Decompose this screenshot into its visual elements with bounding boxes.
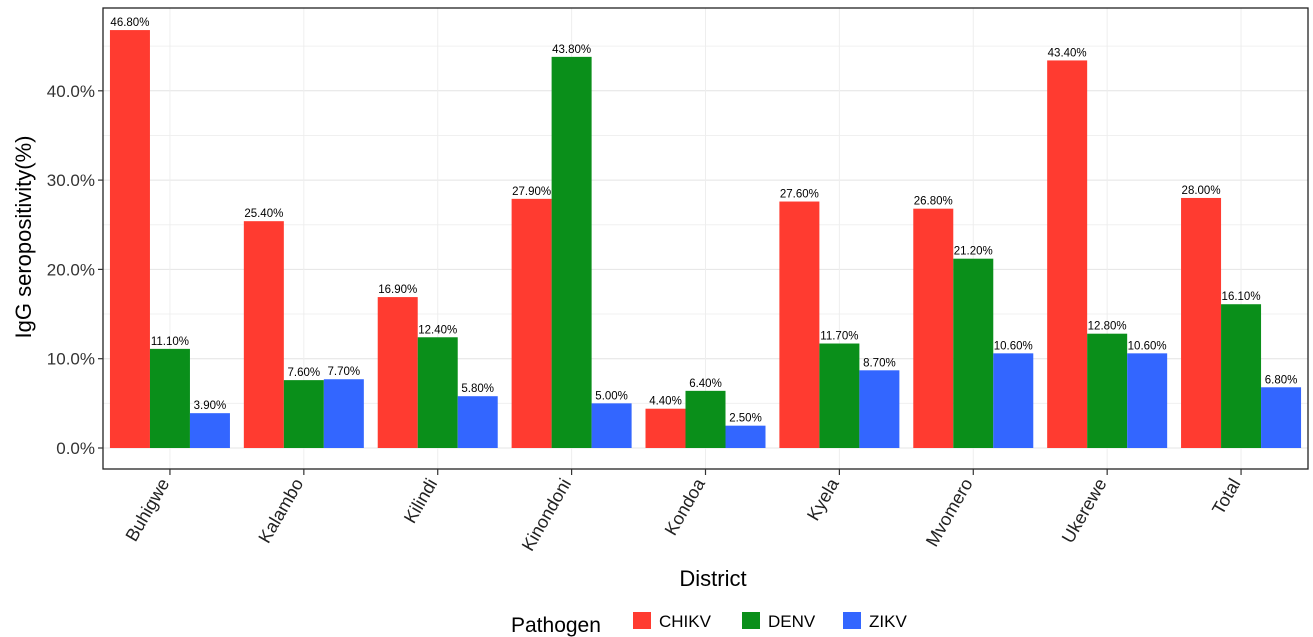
data-label: 27.90%: [512, 186, 551, 198]
data-label: 12.80%: [1088, 321, 1127, 333]
data-label: 43.40%: [1048, 47, 1087, 59]
bar-zikv: [859, 370, 900, 448]
legend-label-chikv: CHIKV: [659, 612, 712, 631]
bar-chikv: [1181, 197, 1222, 448]
bar-denv: [953, 258, 994, 448]
bar-chikv: [645, 408, 686, 448]
data-label: 10.60%: [994, 340, 1033, 352]
x-tick-label: Mvomero: [922, 475, 977, 550]
y-tick-label: 10.0%: [47, 350, 95, 369]
bar-zikv: [993, 353, 1034, 448]
bar-chikv: [377, 297, 418, 448]
y-axis-title: IgG seropositivity(%): [11, 136, 36, 339]
legend-swatch-denv: [742, 612, 760, 629]
bar-chikv: [243, 221, 284, 448]
x-tick-label: Kilindi: [400, 475, 441, 527]
x-axis: Buhigwe Kalambo Kilindi Kinondoni Kondoa Kyel…: [122, 469, 1245, 554]
data-label: 2.50%: [729, 413, 762, 425]
bar-chikv: [109, 30, 150, 449]
x-tick-label: Kondoa: [661, 474, 710, 539]
data-label: 5.80%: [461, 383, 494, 395]
bar-chikv: [1047, 60, 1088, 449]
legend-label-denv: DENV: [768, 612, 816, 631]
data-label: 12.40%: [418, 324, 457, 336]
data-label: 16.10%: [1222, 291, 1261, 303]
data-label: 27.60%: [780, 189, 819, 201]
data-label: 21.20%: [954, 246, 993, 258]
legend-label-zikv: ZIKV: [869, 612, 907, 631]
data-label: 7.60%: [288, 367, 321, 379]
x-tick-label: Buhigwe: [122, 475, 174, 545]
bar-denv: [551, 56, 592, 449]
data-label: 46.80%: [110, 17, 149, 29]
legend-swatch-chikv: [633, 612, 651, 629]
bars: [109, 30, 1302, 449]
x-tick-label: Kalambo: [254, 475, 307, 547]
x-tick-label: Ukerewe: [1058, 475, 1111, 547]
data-label: 16.90%: [378, 284, 417, 296]
data-label: 25.40%: [244, 208, 283, 220]
y-tick-label: 30.0%: [47, 171, 95, 190]
legend-swatch-zikv: [843, 612, 861, 629]
data-label: 5.00%: [595, 390, 628, 402]
bar-zikv: [725, 425, 766, 448]
data-label: 4.40%: [649, 396, 682, 408]
bar-chikv: [511, 198, 552, 448]
legend-title: Pathogen: [511, 614, 601, 637]
data-label: 43.80%: [552, 44, 591, 56]
data-label: 8.70%: [863, 357, 896, 369]
bar-zikv: [591, 403, 632, 448]
y-tick-label: 40.0%: [47, 82, 95, 101]
x-tick-label: Kyela: [803, 474, 843, 524]
data-label: 11.10%: [151, 336, 189, 348]
bar-zikv: [1127, 353, 1168, 448]
bar-denv: [1087, 333, 1128, 448]
bar-zikv: [457, 396, 498, 448]
bar-zikv: [323, 379, 364, 448]
data-label: 6.40%: [689, 378, 722, 390]
y-tick-label: 0.0%: [56, 439, 95, 458]
bar-denv: [283, 380, 324, 448]
data-label: 10.60%: [1128, 340, 1167, 352]
y-axis: 0.0% 10.0% 20.0% 30.0% 40.0%: [47, 82, 103, 458]
bar-chikv: [913, 208, 954, 448]
x-tick-label: Kinondoni: [518, 475, 575, 554]
data-label: 28.00%: [1182, 185, 1221, 197]
bar-zikv: [189, 413, 230, 448]
x-axis-title: District: [679, 566, 746, 591]
bar-denv: [685, 390, 726, 448]
bar-denv: [819, 343, 860, 448]
bar-denv: [417, 337, 458, 448]
bar-chikv: [779, 201, 820, 448]
data-labels: 46.80% 11.10% 3.90% 25.40% 7.60% 7.70% 16.90% 1…: [110, 17, 1297, 425]
data-label: 6.80%: [1265, 374, 1298, 386]
bar-zikv: [1261, 387, 1302, 448]
y-tick-label: 20.0%: [47, 260, 95, 279]
data-label: 7.70%: [328, 366, 361, 378]
bar-denv: [1221, 304, 1262, 448]
data-label: 26.80%: [914, 196, 953, 208]
data-label: 11.70%: [820, 331, 858, 343]
x-tick-label: Total: [1208, 475, 1244, 518]
legend: Pathogen CHIKV DENV ZIKV: [511, 612, 907, 637]
bar-denv: [149, 348, 190, 448]
data-label: 3.90%: [194, 400, 227, 412]
